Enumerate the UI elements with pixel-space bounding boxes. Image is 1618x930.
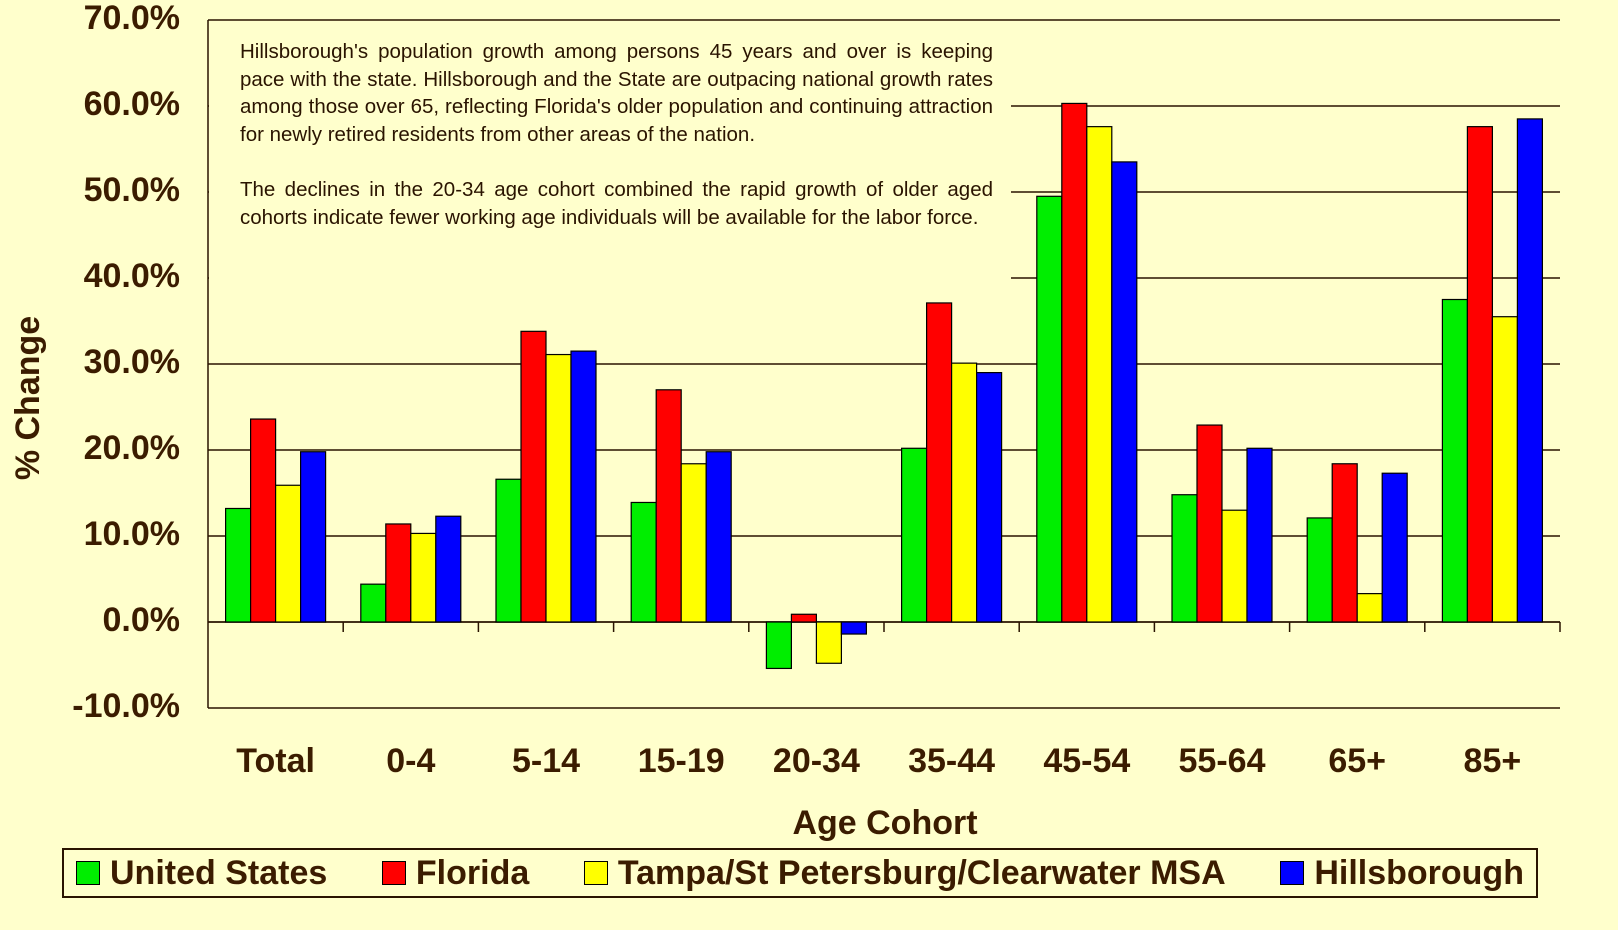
bar <box>1221 509 1248 623</box>
bar <box>1516 118 1544 623</box>
bar <box>495 478 522 623</box>
bar <box>570 350 597 623</box>
bar <box>1196 424 1223 623</box>
x-tick-label: 15-19 <box>638 742 725 780</box>
bar <box>680 463 707 623</box>
annotation-text: The declines in the 20-34 age cohort com… <box>240 177 993 229</box>
bar <box>1246 447 1273 623</box>
bar <box>1381 472 1408 623</box>
bar <box>250 418 277 623</box>
legend-label: Hillsborough <box>1314 853 1524 892</box>
y-tick-label: 70.0% <box>84 0 180 37</box>
x-tick-label: 85+ <box>1464 742 1522 780</box>
bar <box>1171 494 1198 623</box>
bar <box>900 447 928 623</box>
bar <box>925 302 953 623</box>
bar <box>1111 161 1138 623</box>
bar <box>1036 195 1063 623</box>
legend-item: Florida <box>381 853 530 893</box>
bar <box>1466 126 1494 623</box>
legend-swatch <box>76 861 100 885</box>
x-tick-label: 35-44 <box>908 742 995 780</box>
x-tick-label: 0-4 <box>386 742 435 780</box>
bar <box>1331 463 1358 623</box>
legend-item: Hillsborough <box>1280 854 1524 893</box>
x-tick-label: 20-34 <box>773 742 860 780</box>
bar <box>765 621 793 670</box>
x-tick-label: 5-14 <box>512 742 580 780</box>
y-tick-label: 10.0% <box>84 515 180 553</box>
annotation-text: Hillsborough's population growth among p… <box>240 40 993 146</box>
bar <box>1491 316 1519 623</box>
bar <box>950 362 978 623</box>
bar <box>840 621 868 635</box>
y-tick-label: 0.0% <box>103 601 181 639</box>
bar <box>815 621 843 664</box>
bar <box>1306 517 1333 623</box>
bar <box>520 330 547 623</box>
bar <box>655 389 682 623</box>
bar <box>630 501 657 623</box>
bar <box>435 515 462 623</box>
legend-label: Florida <box>415 853 530 892</box>
y-tick-label: -10.0% <box>72 687 180 725</box>
annotation: Hillsborough's population growth among p… <box>240 38 993 259</box>
legend-label: Tampa/St Petersburg/Clearwater MSA <box>617 853 1226 892</box>
y-tick-label: 60.0% <box>84 85 180 123</box>
bar <box>300 451 327 623</box>
bar <box>975 372 1003 623</box>
x-tick-label: 45-54 <box>1043 742 1130 780</box>
bar <box>1061 102 1088 623</box>
x-tick-label: 55-64 <box>1179 742 1266 780</box>
x-tick-label: Total <box>236 742 315 780</box>
y-tick-label: 40.0% <box>84 257 180 295</box>
bar <box>545 353 572 623</box>
legend-swatch <box>381 861 406 885</box>
bar <box>790 613 818 623</box>
bar <box>1441 298 1469 623</box>
bar <box>410 532 437 623</box>
legend-item: Tampa/St Petersburg/Clearwater MSA <box>583 853 1226 893</box>
bar <box>360 583 387 623</box>
y-axis-title: % Change <box>9 316 47 480</box>
y-tick-label: 20.0% <box>84 429 180 467</box>
bar <box>385 523 412 623</box>
bar <box>225 507 252 623</box>
legend-swatch <box>1280 861 1305 885</box>
annotation-background <box>209 22 1011 300</box>
bar <box>705 451 732 623</box>
legend-item: United States <box>76 854 327 893</box>
y-tick-label: 50.0% <box>84 171 180 209</box>
x-axis-title: Age Cohort <box>792 804 977 842</box>
legend-label: United States <box>110 853 328 892</box>
x-tick-label: 65+ <box>1328 742 1386 780</box>
bar <box>275 484 302 623</box>
bar <box>1356 593 1383 623</box>
bar <box>1086 126 1113 623</box>
legend-swatch <box>583 861 608 885</box>
y-tick-label: 30.0% <box>84 343 180 381</box>
legend: United States Florida Tampa/St Petersburg/… <box>62 848 1538 898</box>
